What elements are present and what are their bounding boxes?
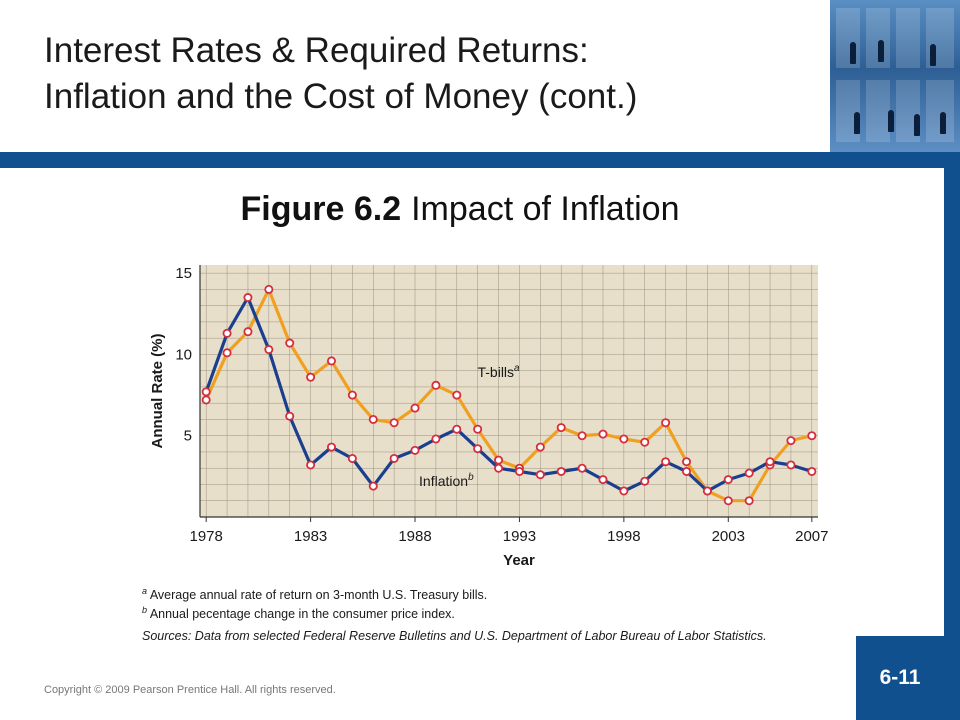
inflation-data-point [473, 444, 483, 454]
chart-notes: a Average annual rate of return on 3-mon… [142, 584, 767, 644]
tbills-data-point [368, 414, 378, 424]
tbills-data-point [682, 457, 692, 467]
tbills-data-point [494, 455, 504, 465]
y-tick-label: 5 [184, 428, 192, 445]
slide-title-line1: Interest Rates & Required Returns: [44, 31, 589, 70]
tbills-data-point [577, 431, 587, 441]
inflation-data-point [306, 460, 316, 470]
inflation-data-point [535, 470, 545, 480]
note-a-text: Average annual rate of return on 3-month… [149, 588, 488, 603]
plot-area [200, 265, 818, 517]
y-tick-label: 10 [175, 346, 192, 363]
tbills-data-point [556, 423, 566, 433]
note-a: a Average annual rate of return on 3-mon… [142, 584, 767, 603]
slide-title-line2: Inflation and the Cost of Money (cont.) [44, 77, 638, 116]
y-axis-title: Annual Rate (%) [149, 333, 166, 448]
inflation-data-point [723, 475, 733, 485]
inflation-chart: 1978 1983 1988 1993 1998 2003 2007 5 10 15 Year Ann… [149, 265, 829, 569]
x-tick-label: 1998 [607, 528, 640, 545]
tbills-data-point [431, 380, 441, 390]
inflation-data-point [619, 486, 629, 496]
inflation-data-point [431, 434, 441, 444]
inflation-data-point [682, 466, 692, 476]
inflation-data-point [598, 475, 608, 485]
inflation-data-point [640, 476, 650, 486]
inflation-data-point [702, 486, 712, 496]
figure-title-text: Impact of Inflation [411, 190, 680, 228]
inflation-data-point [744, 468, 754, 478]
y-tick-label: 15 [175, 265, 192, 282]
tbills-data-point [347, 390, 357, 400]
tbills-data-point [452, 390, 462, 400]
note-b-marker: b [142, 605, 148, 616]
tbills-series-label: T-billsa [477, 363, 520, 380]
inflation-data-point [577, 463, 587, 473]
tbills-data-point [807, 431, 817, 441]
x-axis-title: Year [503, 552, 535, 569]
sources-note: Sources: Data from selected Federal Rese… [142, 629, 767, 644]
tbills-data-point [535, 442, 545, 452]
inflation-data-point [389, 453, 399, 463]
header-divider-bar [0, 152, 960, 168]
tbills-data-point [598, 429, 608, 439]
inflation-data-point [347, 453, 357, 463]
inflation-data-point [222, 328, 232, 338]
tbills-data-point [222, 348, 232, 358]
inflation-data-point [556, 466, 566, 476]
tbills-data-point [473, 424, 483, 434]
inflation-data-point [201, 387, 211, 397]
tbills-data-point [201, 395, 211, 405]
tbills-data-point [326, 356, 336, 366]
inflation-data-point [326, 442, 336, 452]
inflation-data-point [264, 345, 274, 355]
note-b: b Annual pecentage change in the consume… [142, 603, 767, 622]
copyright: Copyright © 2009 Pearson Prentice Hall. … [44, 684, 336, 696]
tbills-data-point [723, 496, 733, 506]
tbills-data-point [661, 418, 671, 428]
x-tick-label: 1988 [398, 528, 431, 545]
right-edge-bar [944, 152, 960, 720]
tbills-data-point [264, 284, 274, 294]
inflation-data-point [368, 481, 378, 491]
inflation-data-point [494, 463, 504, 473]
inflation-series-label: Inflationb [419, 472, 474, 489]
figure-label: Figure 6.2 [240, 190, 402, 228]
inflation-data-point [243, 293, 253, 303]
inflation-data-point [807, 466, 817, 476]
tbills-data-point [744, 496, 754, 506]
page-number: 6-11 [856, 636, 944, 720]
tbills-data-point [410, 403, 420, 413]
inflation-data-point [514, 466, 524, 476]
tbills-data-point [243, 327, 253, 337]
x-tick-label: 2003 [712, 528, 745, 545]
inflation-data-point [765, 457, 775, 467]
header-photo [830, 0, 960, 152]
tbills-data-point [306, 372, 316, 382]
figure-title: Figure 6.2 Impact of Inflation [0, 190, 920, 229]
x-tick-label: 1983 [294, 528, 327, 545]
note-b-text: Annual pecentage change in the consumer … [149, 607, 455, 622]
inflation-data-point [661, 457, 671, 467]
tbills-data-point [786, 436, 796, 446]
x-tick-label: 1978 [189, 528, 222, 545]
note-a-marker: a [142, 586, 148, 596]
inflation-data-point [410, 445, 420, 455]
inflation-data-point [786, 460, 796, 470]
slide-title: Interest Rates & Required Returns: Infla… [44, 28, 814, 120]
x-tick-label: 1993 [503, 528, 536, 545]
tbills-data-point [389, 418, 399, 428]
tbills-data-point [285, 338, 295, 348]
x-tick-label: 2007 [795, 528, 828, 545]
tbills-data-point [619, 434, 629, 444]
inflation-data-point [452, 424, 462, 434]
tbills-data-point [640, 437, 650, 447]
inflation-data-point [285, 411, 295, 421]
